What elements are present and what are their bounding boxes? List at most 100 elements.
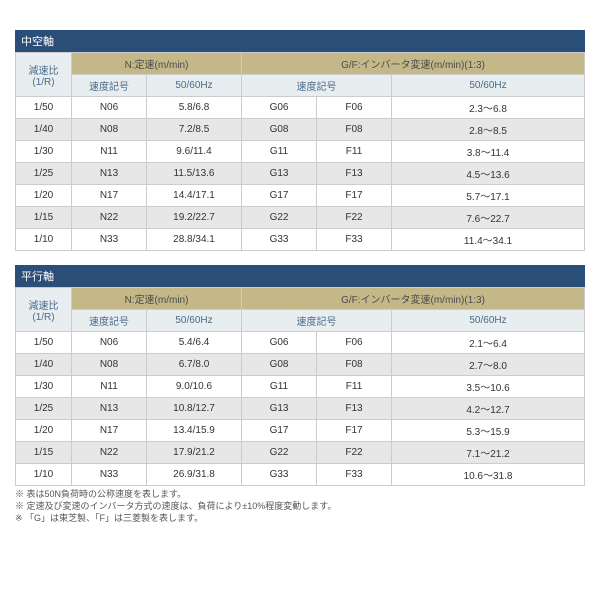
cell-r: 1/20 [16, 185, 72, 207]
cell-r: 1/40 [16, 119, 72, 141]
cell-f: F13 [317, 163, 392, 185]
cell-n: N08 [72, 119, 147, 141]
cell-nh: 26.9/31.8 [147, 464, 242, 486]
th-gf-group: G/F:インバータ変速(m/min)(1:3) [242, 53, 585, 75]
cell-nh: 6.7/8.0 [147, 354, 242, 376]
table-row: 1/25N1311.5/13.6G13F134.5～13.6 [16, 163, 585, 185]
note-line: ※ 定速及び変速のインバータ方式の速度は、負荷により±10%程度変動します。 [15, 500, 585, 512]
cell-g: G33 [242, 229, 317, 251]
cell-f: F33 [317, 464, 392, 486]
cell-n: N33 [72, 464, 147, 486]
cell-n: N17 [72, 420, 147, 442]
table-row: 1/15N2219.2/22.7G22F227.6～22.7 [16, 207, 585, 229]
th-ratio: 減速比(1/R) [16, 288, 72, 332]
cell-g: G08 [242, 119, 317, 141]
cell-r: 1/50 [16, 97, 72, 119]
speed-table-1: 減速比(1/R) N:定速(m/min) G/F:インバータ変速(m/min)(… [15, 52, 585, 251]
cell-gh: 3.5～10.6 [392, 376, 585, 398]
cell-gh: 2.3～6.8 [392, 97, 585, 119]
cell-gh: 2.1～6.4 [392, 332, 585, 354]
cell-g: G11 [242, 376, 317, 398]
table-row: 1/10N3328.8/34.1G33F3311.4～34.1 [16, 229, 585, 251]
cell-gh: 5.7～17.1 [392, 185, 585, 207]
cell-g: G22 [242, 207, 317, 229]
cell-nh: 28.8/34.1 [147, 229, 242, 251]
cell-nh: 11.5/13.6 [147, 163, 242, 185]
table-row: 1/30N119.0/10.6G11F113.5～10.6 [16, 376, 585, 398]
cell-f: F08 [317, 354, 392, 376]
cell-f: F22 [317, 207, 392, 229]
cell-n: N06 [72, 97, 147, 119]
cell-f: F11 [317, 141, 392, 163]
cell-nh: 10.8/12.7 [147, 398, 242, 420]
cell-gh: 4.2～12.7 [392, 398, 585, 420]
section-title-1: 中空軸 [15, 30, 585, 52]
cell-r: 1/20 [16, 420, 72, 442]
th-gf-sub2: 50/60Hz [392, 310, 585, 332]
cell-n: N13 [72, 163, 147, 185]
cell-r: 1/10 [16, 229, 72, 251]
cell-r: 1/40 [16, 354, 72, 376]
cell-g: G06 [242, 332, 317, 354]
cell-nh: 5.8/6.8 [147, 97, 242, 119]
cell-nh: 7.2/8.5 [147, 119, 242, 141]
cell-g: G06 [242, 97, 317, 119]
cell-n: N33 [72, 229, 147, 251]
cell-n: N08 [72, 354, 147, 376]
table-row: 1/10N3326.9/31.8G33F3310.6～31.8 [16, 464, 585, 486]
cell-g: G11 [242, 141, 317, 163]
cell-n: N11 [72, 141, 147, 163]
cell-f: F17 [317, 185, 392, 207]
cell-f: F08 [317, 119, 392, 141]
cell-n: N11 [72, 376, 147, 398]
th-gf-sub1: 速度記号 [242, 75, 392, 97]
cell-nh: 17.9/21.2 [147, 442, 242, 464]
cell-gh: 2.7～8.0 [392, 354, 585, 376]
cell-gh: 11.4～34.1 [392, 229, 585, 251]
cell-f: F11 [317, 376, 392, 398]
cell-gh: 7.1～21.2 [392, 442, 585, 464]
th-gf-sub2: 50/60Hz [392, 75, 585, 97]
cell-r: 1/30 [16, 376, 72, 398]
th-n-group: N:定速(m/min) [72, 288, 242, 310]
cell-gh: 4.5～13.6 [392, 163, 585, 185]
table-row: 1/40N087.2/8.5G08F082.8～8.5 [16, 119, 585, 141]
cell-n: N17 [72, 185, 147, 207]
th-n-sub1: 速度記号 [72, 75, 147, 97]
table-row: 1/40N086.7/8.0G08F082.7～8.0 [16, 354, 585, 376]
th-n-sub2: 50/60Hz [147, 75, 242, 97]
cell-g: G17 [242, 185, 317, 207]
th-gf-sub1: 速度記号 [242, 310, 392, 332]
cell-r: 1/10 [16, 464, 72, 486]
table-1-body: 1/50N065.8/6.8G06F062.3～6.81/40N087.2/8.… [16, 97, 585, 251]
speed-table-2: 減速比(1/R) N:定速(m/min) G/F:インバータ変速(m/min)(… [15, 287, 585, 486]
table-row: 1/25N1310.8/12.7G13F134.2～12.7 [16, 398, 585, 420]
cell-r: 1/50 [16, 332, 72, 354]
cell-g: G33 [242, 464, 317, 486]
cell-nh: 9.0/10.6 [147, 376, 242, 398]
cell-gh: 3.8～11.4 [392, 141, 585, 163]
cell-nh: 19.2/22.7 [147, 207, 242, 229]
note-line: ※ 「G」は東芝製、「F」は三菱製を表します。 [15, 512, 585, 524]
cell-f: F13 [317, 398, 392, 420]
cell-gh: 2.8～8.5 [392, 119, 585, 141]
th-n-sub2: 50/60Hz [147, 310, 242, 332]
table-row: 1/50N065.4/6.4G06F062.1～6.4 [16, 332, 585, 354]
note-line: ※ 表は50N負荷時の公称速度を表します。 [15, 488, 585, 500]
table-2-body: 1/50N065.4/6.4G06F062.1～6.41/40N086.7/8.… [16, 332, 585, 486]
th-n-group: N:定速(m/min) [72, 53, 242, 75]
cell-g: G22 [242, 442, 317, 464]
cell-n: N06 [72, 332, 147, 354]
cell-f: F17 [317, 420, 392, 442]
cell-r: 1/15 [16, 442, 72, 464]
table-row: 1/20N1714.4/17.1G17F175.7～17.1 [16, 185, 585, 207]
cell-nh: 13.4/15.9 [147, 420, 242, 442]
cell-nh: 9.6/11.4 [147, 141, 242, 163]
th-n-sub1: 速度記号 [72, 310, 147, 332]
table-row: 1/20N1713.4/15.9G17F175.3～15.9 [16, 420, 585, 442]
cell-nh: 14.4/17.1 [147, 185, 242, 207]
th-gf-group: G/F:インバータ変速(m/min)(1:3) [242, 288, 585, 310]
table-row: 1/15N2217.9/21.2G22F227.1～21.2 [16, 442, 585, 464]
cell-n: N13 [72, 398, 147, 420]
cell-nh: 5.4/6.4 [147, 332, 242, 354]
